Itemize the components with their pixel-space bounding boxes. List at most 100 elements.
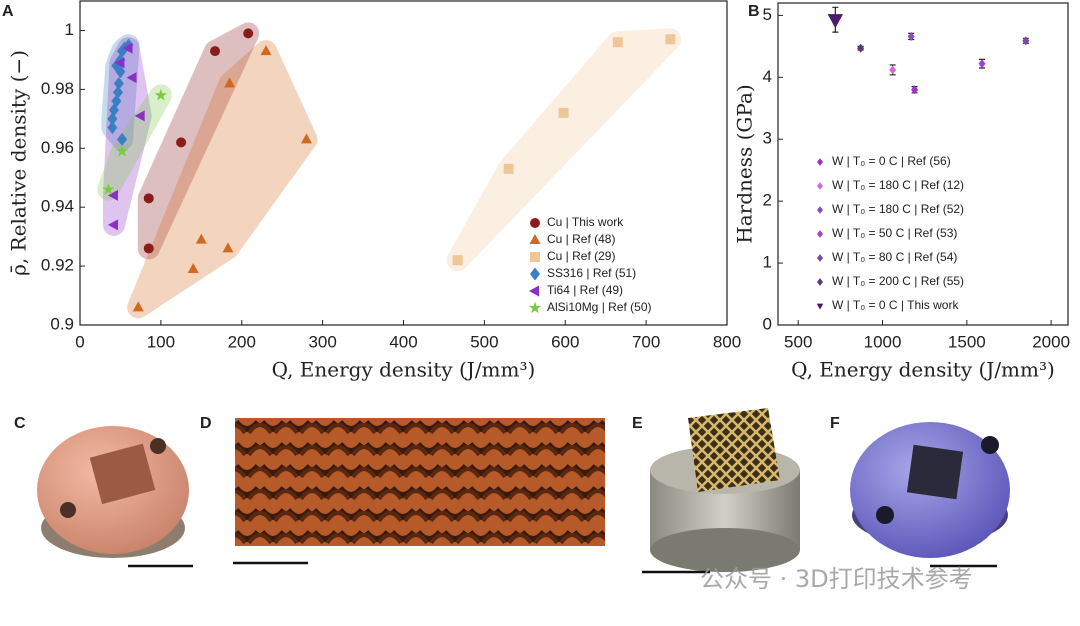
legend-label: AlSi10Mg | Ref (50)	[547, 300, 652, 314]
point	[143, 243, 154, 254]
x-tick-label: 1000	[864, 332, 902, 351]
point	[222, 242, 234, 253]
region	[127, 40, 318, 319]
x-tick-label: 300	[308, 332, 336, 351]
legend-label: Ti64 | Ref (49)	[547, 283, 623, 297]
point	[260, 45, 272, 56]
point	[243, 28, 254, 39]
point	[665, 34, 676, 45]
legend-label: Cu | Ref (48)	[547, 232, 615, 246]
x-axis-label: Q, Energy density (J/mm³)	[272, 358, 536, 382]
point	[1022, 36, 1030, 46]
photo-e-lattice	[688, 408, 780, 492]
point	[224, 77, 236, 88]
point	[126, 72, 137, 84]
legend-label: W | T₀ = 80 C | Ref (54)	[832, 250, 957, 264]
panel-label: A	[2, 3, 14, 20]
point	[195, 233, 207, 244]
panel-label: C	[14, 415, 26, 432]
legend-marker	[817, 182, 823, 190]
y-axis-label: ρ̄, Relative density (−)	[7, 50, 31, 276]
point	[143, 193, 154, 204]
x-tick-label: 200	[228, 332, 256, 351]
y-tick-label: 1	[763, 253, 772, 272]
legend-label: W | T₀ = 180 C | Ref (52)	[832, 202, 964, 216]
y-tick-label: 0.9	[50, 314, 74, 333]
y-tick-label: 4	[763, 67, 772, 86]
legend-label: W | T₀ = 0 C | Ref (56)	[832, 154, 951, 168]
photos	[37, 408, 1010, 574]
point	[558, 107, 569, 118]
x-tick-label: 500	[470, 332, 498, 351]
x-tick-label: 2000	[1032, 332, 1070, 351]
legend-marker	[528, 301, 542, 314]
x-tick-label: 800	[713, 332, 741, 351]
panel-label: F	[830, 415, 840, 432]
point	[210, 46, 221, 57]
point	[107, 121, 118, 135]
legend-marker	[817, 230, 823, 238]
point	[107, 219, 118, 231]
point	[154, 88, 168, 101]
legend-label: W | T₀ = 180 C | Ref (12)	[832, 178, 964, 192]
point	[115, 144, 129, 157]
point	[117, 132, 128, 146]
photo-f-hole	[876, 506, 894, 524]
point	[134, 110, 145, 122]
x-axis-label: Q, Energy density (J/mm³)	[791, 358, 1055, 382]
panel-label: B	[748, 3, 760, 20]
point	[111, 59, 122, 73]
x-tick-label: 0	[75, 332, 84, 351]
point	[187, 263, 199, 274]
y-tick-label: 0.94	[41, 197, 74, 216]
point	[122, 42, 133, 54]
x-tick-label: 1500	[948, 332, 986, 351]
legend-marker	[530, 267, 540, 281]
legend-marker	[817, 158, 823, 166]
point	[911, 85, 919, 95]
point	[612, 37, 623, 48]
point	[176, 137, 187, 148]
region	[97, 84, 172, 201]
photo-d	[235, 418, 605, 546]
point	[978, 59, 986, 69]
y-tick-label: 0.92	[41, 256, 74, 275]
y-tick-label: 0	[763, 314, 772, 333]
y-axis-label: Hardness (GPa)	[733, 84, 757, 243]
legend-label: W | T₀ = 0 C | This work	[832, 298, 959, 312]
photo-e-base-bottom	[650, 528, 800, 572]
point	[452, 255, 463, 266]
legend-marker	[817, 254, 823, 262]
point	[889, 65, 897, 75]
x-tick-label: 700	[632, 332, 660, 351]
photo-f-hole	[981, 436, 999, 454]
legend-marker	[816, 303, 824, 310]
point	[113, 76, 124, 90]
y-tick-label: 0.98	[41, 79, 74, 98]
point	[907, 31, 915, 41]
point	[827, 14, 844, 29]
legend-label: Cu | Ref (29)	[547, 249, 615, 263]
photo-c-part	[89, 443, 156, 505]
x-tick-label: 400	[389, 332, 417, 351]
point	[111, 94, 122, 108]
photo-c-hole	[150, 438, 166, 454]
legend-marker	[530, 218, 540, 228]
plot-frame	[777, 2, 1069, 326]
legend-marker	[817, 206, 823, 214]
legend-label: W | T₀ = 200 C | Ref (55)	[832, 274, 964, 288]
photo-f-part	[906, 444, 964, 500]
point	[857, 43, 865, 53]
point	[107, 112, 118, 126]
legend-marker	[529, 234, 541, 244]
point	[114, 57, 125, 69]
point	[503, 163, 514, 174]
legend-label: W | T₀ = 50 C | Ref (53)	[832, 226, 957, 240]
photo-c-hole	[60, 502, 76, 518]
legend-label: Cu | This work	[547, 215, 624, 229]
legend-label: SS316 | Ref (51)	[547, 266, 636, 280]
point	[300, 133, 312, 144]
point	[107, 189, 118, 201]
y-tick-label: 1	[65, 20, 74, 39]
